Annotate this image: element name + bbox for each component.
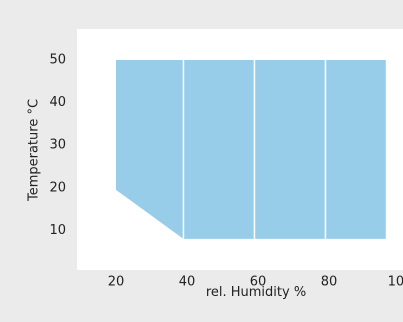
x-tick-label-100: 100 bbox=[388, 275, 403, 290]
y-axis-title: Temperature °C bbox=[27, 99, 42, 202]
y-tick-label-10: 10 bbox=[49, 223, 66, 238]
x-tick-label-60: 60 bbox=[250, 275, 267, 290]
y-axis-ticks: 10 20 30 40 50 bbox=[49, 53, 66, 238]
x-tick-label-20: 20 bbox=[108, 275, 125, 290]
y-tick-label-30: 30 bbox=[49, 138, 66, 153]
y-tick-label-40: 40 bbox=[49, 95, 66, 110]
operating-range-area bbox=[116, 60, 386, 239]
y-tick-label-50: 50 bbox=[49, 53, 66, 68]
data-region bbox=[116, 60, 386, 239]
x-tick-label-80: 80 bbox=[321, 275, 338, 290]
y-tick-label-20: 20 bbox=[49, 180, 66, 195]
x-axis-ticks: 20 40 60 80 100 bbox=[108, 275, 403, 290]
x-tick-label-40: 40 bbox=[179, 275, 196, 290]
x-axis-title: rel. Humidity % bbox=[206, 285, 306, 300]
